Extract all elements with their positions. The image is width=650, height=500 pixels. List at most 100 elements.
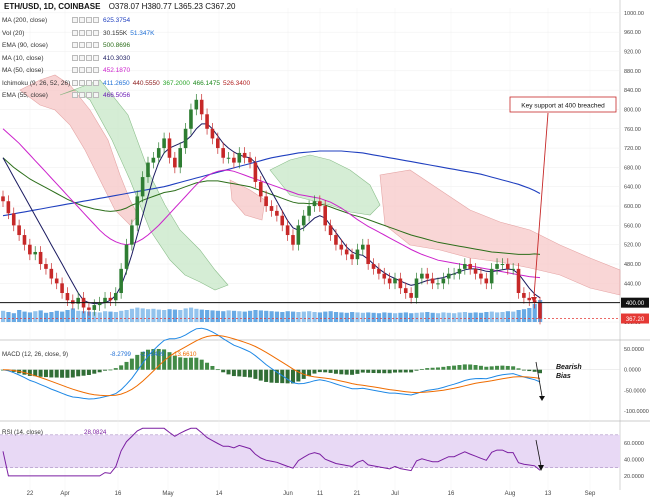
legend-row[interactable]: Ichimoku (9, 26, 52, 26) 411.2650 440.5550… bbox=[2, 80, 250, 87]
y-tick-label: 920.00 bbox=[624, 49, 641, 55]
macd-histogram-bar bbox=[360, 369, 365, 373]
volume-bar bbox=[1, 310, 6, 322]
macd-histogram-bar bbox=[280, 369, 285, 384]
macd-signal-line bbox=[2, 334, 541, 397]
volume-bar bbox=[258, 310, 263, 322]
candle-body bbox=[87, 307, 91, 310]
volume-bar bbox=[285, 311, 290, 322]
candle-body bbox=[108, 297, 113, 301]
legend-value: 466.5056 bbox=[103, 92, 131, 99]
macd-histogram-bar bbox=[333, 369, 338, 374]
legend-row[interactable]: Vol (20) 30.155K 51.347K bbox=[2, 30, 154, 37]
legend-control-icon[interactable] bbox=[86, 29, 92, 36]
volume-bar bbox=[301, 311, 306, 322]
macd-histogram-bar bbox=[307, 369, 312, 377]
legend-control-icon[interactable] bbox=[86, 54, 92, 61]
macd-histogram-bar bbox=[86, 369, 91, 375]
macd-histogram-bar bbox=[274, 369, 279, 383]
macd-histogram-bar bbox=[339, 369, 344, 375]
macd-histogram-bar bbox=[188, 357, 193, 370]
candle-body bbox=[414, 278, 419, 298]
legend-row[interactable]: MA (200, close) 625.3754 bbox=[2, 17, 130, 24]
macd-histogram-bar bbox=[156, 348, 161, 370]
legend-control-icon[interactable] bbox=[86, 42, 92, 49]
macd-histogram-bar bbox=[521, 369, 526, 371]
macd-histogram-bar bbox=[323, 369, 328, 373]
candle-body bbox=[183, 128, 188, 149]
macd-histogram-bar bbox=[199, 359, 204, 370]
x-tick-label: Jul bbox=[391, 491, 399, 497]
legend-control-icon[interactable] bbox=[72, 54, 78, 61]
volume-bar bbox=[382, 312, 387, 322]
candle-body bbox=[167, 138, 172, 158]
y-tick-label: 840.00 bbox=[624, 88, 641, 94]
candle-body bbox=[409, 293, 413, 298]
candle-body bbox=[135, 196, 140, 226]
macd-histogram-bar bbox=[264, 369, 269, 382]
legend-control-icon[interactable] bbox=[86, 92, 92, 99]
legend-control-icon[interactable] bbox=[79, 54, 85, 61]
volume-bar bbox=[199, 309, 204, 322]
x-tick-label: 22 bbox=[27, 491, 34, 497]
volume-bar bbox=[500, 312, 505, 322]
legend-control-icon[interactable] bbox=[86, 79, 92, 86]
legend-control-icon[interactable] bbox=[93, 29, 99, 36]
legend-control-icon[interactable] bbox=[72, 67, 78, 74]
macd-histogram-bar bbox=[457, 365, 462, 370]
macd-histogram-bar bbox=[489, 366, 494, 370]
macd-histogram-bar bbox=[135, 354, 140, 370]
legend-row[interactable]: EMA (55, close) 466.5056 bbox=[2, 92, 130, 99]
macd-histogram-bar bbox=[248, 369, 253, 378]
legend-row[interactable]: EMA (90, close) 500.8696 bbox=[2, 42, 130, 49]
volume-bar bbox=[376, 313, 382, 322]
volume-bar bbox=[360, 312, 365, 322]
macd-histogram-bar bbox=[414, 369, 419, 371]
legend-control-icon[interactable] bbox=[93, 54, 99, 61]
legend-control-icon[interactable] bbox=[79, 79, 85, 86]
volume-bar bbox=[398, 312, 403, 322]
macd-y-tick-label: -100.0000 bbox=[624, 409, 649, 415]
volume-bar bbox=[43, 312, 49, 322]
candle-body bbox=[6, 201, 11, 214]
legend-control-icon[interactable] bbox=[72, 29, 78, 36]
candle-body bbox=[124, 244, 129, 269]
candle-body bbox=[156, 148, 161, 158]
legend-control-icon[interactable] bbox=[79, 42, 85, 49]
macd-histogram-bar bbox=[462, 364, 467, 370]
macd-line bbox=[2, 327, 541, 400]
legend-control-icon[interactable] bbox=[72, 92, 78, 99]
legend-control-icon[interactable] bbox=[86, 67, 92, 74]
legend-control-icon[interactable] bbox=[86, 17, 92, 24]
x-tick-label: 14 bbox=[216, 491, 223, 497]
legend-control-icon[interactable] bbox=[93, 17, 99, 24]
candle-body bbox=[103, 297, 107, 303]
legend-control-icon[interactable] bbox=[93, 42, 99, 49]
candle-body bbox=[1, 196, 5, 202]
legend-control-icon[interactable] bbox=[79, 29, 85, 36]
volume-bar bbox=[409, 313, 414, 322]
macd-histogram-bar bbox=[371, 369, 376, 374]
volume-bar bbox=[290, 311, 296, 322]
legend-row[interactable]: MA (10, close) 410.3030 bbox=[2, 55, 130, 62]
volume-bar bbox=[387, 312, 392, 322]
candle-body bbox=[430, 278, 435, 284]
legend-value: 625.3754 bbox=[103, 17, 131, 24]
candle-body bbox=[328, 225, 333, 236]
legend-control-icon[interactable] bbox=[72, 79, 78, 86]
legend-control-icon[interactable] bbox=[93, 67, 99, 74]
y-tick-label: 520.00 bbox=[624, 243, 641, 249]
legend-control-icon[interactable] bbox=[72, 17, 78, 24]
volume-bar bbox=[140, 308, 145, 322]
legend-row[interactable]: MA (50, close) 452.1870 bbox=[2, 67, 130, 74]
legend-value: 51.347K bbox=[130, 29, 155, 37]
macd-histogram-bar bbox=[269, 369, 274, 383]
legend-control-icon[interactable] bbox=[79, 17, 85, 24]
legend-control-icon[interactable] bbox=[93, 79, 99, 86]
legend-control-icon[interactable] bbox=[72, 42, 78, 49]
candle-body bbox=[285, 225, 290, 236]
volume-bar bbox=[65, 310, 70, 322]
legend-control-icon[interactable] bbox=[79, 67, 85, 74]
legend-control-icon[interactable] bbox=[93, 92, 99, 99]
volume-bar bbox=[76, 310, 81, 322]
legend-control-icon[interactable] bbox=[79, 92, 85, 99]
